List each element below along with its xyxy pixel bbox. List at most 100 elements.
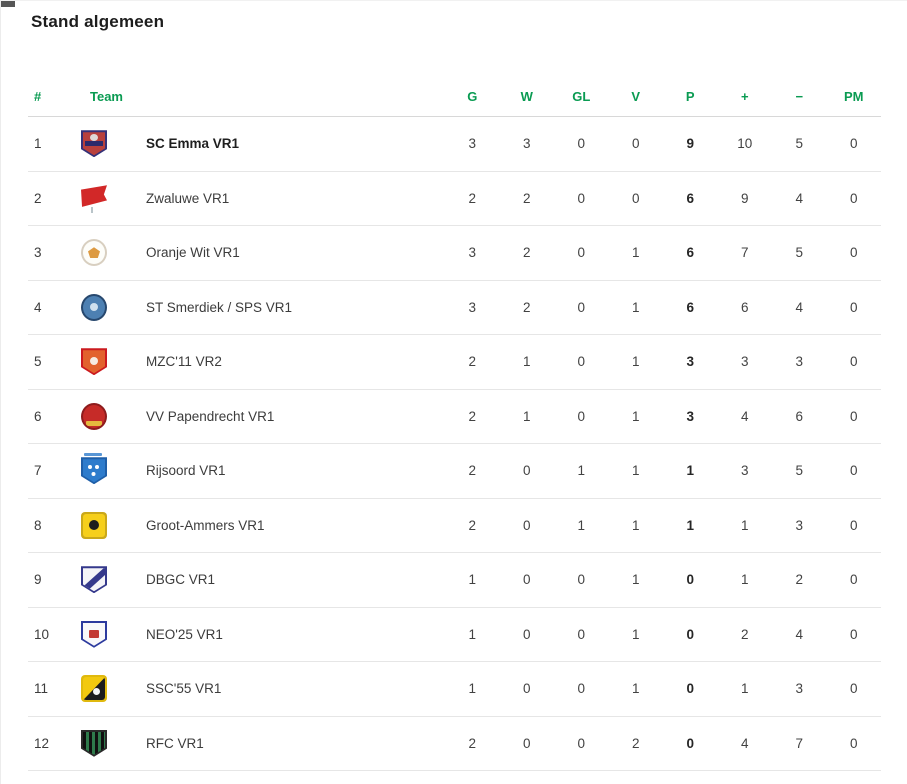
stat-g: 2 xyxy=(468,517,476,533)
column-header-plus: + xyxy=(740,89,749,104)
team-name[interactable]: MZC'11 VR2 xyxy=(146,354,222,370)
stat-minus: 4 xyxy=(795,299,803,315)
stat-plus: 1 xyxy=(740,681,749,697)
team-name[interactable]: RFC VR1 xyxy=(146,735,204,751)
club-badge-icon xyxy=(81,239,107,267)
stat-p: 3 xyxy=(686,354,694,370)
stat-w: 0 xyxy=(522,681,531,697)
team-logo xyxy=(80,729,136,757)
stat-g: 3 xyxy=(468,299,476,315)
position-cell: 9 xyxy=(34,572,42,588)
table-row[interactable]: 7 Rijsoord VR1 2 0 1 1 1 3 5 0 xyxy=(28,444,881,499)
team-name[interactable]: NEO'25 VR1 xyxy=(146,626,223,642)
team-logo xyxy=(80,239,136,267)
position-cell: 12 xyxy=(34,735,50,751)
position-cell: 4 xyxy=(34,299,42,315)
team-logo xyxy=(80,675,136,703)
stat-gl: 0 xyxy=(577,572,585,588)
position-cell: 5 xyxy=(34,354,42,370)
stat-pm: 0 xyxy=(849,572,858,588)
table-row[interactable]: 4 ST Smerdiek / SPS VR1 3 2 0 1 6 6 4 0 xyxy=(28,280,881,335)
column-header-g: G xyxy=(467,89,478,104)
stat-minus: 2 xyxy=(795,572,803,588)
stat-minus: 3 xyxy=(795,354,803,370)
stat-v: 0 xyxy=(631,190,640,206)
stat-p: 0 xyxy=(686,572,694,588)
team-name[interactable]: DBGC VR1 xyxy=(146,572,216,588)
team-name[interactable]: SC Emma VR1 xyxy=(146,136,240,152)
stat-p: 1 xyxy=(686,517,694,533)
stat-minus: 5 xyxy=(795,245,803,261)
stat-minus: 3 xyxy=(795,517,803,533)
table-row[interactable]: 11 SSC'55 VR1 1 0 0 1 0 1 3 0 xyxy=(28,662,881,717)
table-row[interactable]: 1 SC Emma VR1 3 3 0 0 9 10 5 0 xyxy=(28,117,881,172)
stat-g: 3 xyxy=(468,136,476,152)
position-cell: 8 xyxy=(34,517,42,533)
stat-v: 1 xyxy=(631,463,640,479)
stat-pm: 0 xyxy=(849,299,858,315)
stat-w: 0 xyxy=(522,463,531,479)
stat-pm: 0 xyxy=(849,354,858,370)
stat-minus: 4 xyxy=(795,190,803,206)
stat-gl: 1 xyxy=(577,463,585,479)
team-name[interactable]: Oranje Wit VR1 xyxy=(146,245,240,261)
stat-pm: 0 xyxy=(849,245,858,261)
stat-plus: 6 xyxy=(740,299,749,315)
stat-w: 1 xyxy=(522,354,531,370)
stat-p: 6 xyxy=(686,299,694,315)
stat-minus: 3 xyxy=(795,681,803,697)
stat-gl: 0 xyxy=(577,681,585,697)
table-row[interactable]: 6 VV Papendrecht VR1 2 1 0 1 3 4 6 0 xyxy=(28,389,881,444)
club-badge-icon xyxy=(81,620,107,648)
stat-plus: 3 xyxy=(740,463,749,479)
position-cell: 7 xyxy=(34,463,42,479)
stat-w: 2 xyxy=(522,245,531,261)
table-row[interactable]: 12 RFC VR1 2 0 0 2 0 4 7 0 xyxy=(28,716,881,771)
stat-w: 3 xyxy=(522,136,531,152)
team-name[interactable]: Zwaluwe VR1 xyxy=(146,190,230,206)
team-name[interactable]: Rijsoord VR1 xyxy=(146,463,226,479)
stat-pm: 0 xyxy=(849,626,858,642)
table-row[interactable]: 9 DBGC VR1 1 0 0 1 0 1 2 0 xyxy=(28,553,881,608)
stat-g: 1 xyxy=(468,572,476,588)
stat-pm: 0 xyxy=(849,517,858,533)
table-body: 1 SC Emma VR1 3 3 0 0 9 10 5 0 2 Zwaluwe… xyxy=(28,117,881,771)
stat-p: 1 xyxy=(686,463,694,479)
table-row[interactable]: 8 Groot-Ammers VR1 2 0 1 1 1 1 3 0 xyxy=(28,498,881,553)
stat-v: 1 xyxy=(631,626,640,642)
team-name[interactable]: VV Papendrecht VR1 xyxy=(146,408,275,424)
stat-pm: 0 xyxy=(849,681,858,697)
table-row[interactable]: 10 NEO'25 VR1 1 0 0 1 0 2 4 0 xyxy=(28,607,881,662)
stat-v: 1 xyxy=(631,408,640,424)
stat-pm: 0 xyxy=(849,735,858,751)
stat-plus: 9 xyxy=(740,190,749,206)
stat-minus: 5 xyxy=(795,463,803,479)
stat-gl: 0 xyxy=(577,408,585,424)
team-logo xyxy=(80,293,136,321)
team-logo xyxy=(80,620,136,648)
stat-plus: 2 xyxy=(740,626,749,642)
club-badge-icon xyxy=(81,675,107,703)
stat-gl: 0 xyxy=(577,626,585,642)
stat-gl: 0 xyxy=(577,136,585,152)
stat-v: 1 xyxy=(631,572,640,588)
stat-p: 0 xyxy=(686,626,694,642)
position-cell: 10 xyxy=(34,626,50,642)
stat-g: 1 xyxy=(468,626,476,642)
position-cell: 1 xyxy=(34,136,42,152)
team-name[interactable]: ST Smerdiek / SPS VR1 xyxy=(146,299,293,315)
column-header-gl: GL xyxy=(572,89,591,104)
table-row[interactable]: 2 Zwaluwe VR1 2 2 0 0 6 9 4 0 xyxy=(28,171,881,226)
stat-g: 3 xyxy=(468,245,476,261)
team-name[interactable]: Groot-Ammers VR1 xyxy=(146,517,265,533)
stat-p: 0 xyxy=(686,735,694,751)
stat-gl: 0 xyxy=(577,245,585,261)
column-header-team: Team xyxy=(90,89,123,104)
team-name[interactable]: SSC'55 VR1 xyxy=(146,681,222,697)
table-row[interactable]: 5 MZC'11 VR2 2 1 0 1 3 3 3 0 xyxy=(28,335,881,390)
stat-v: 1 xyxy=(631,245,640,261)
column-header-w: W xyxy=(520,89,533,104)
team-logo xyxy=(80,566,136,594)
stat-gl: 0 xyxy=(577,190,585,206)
table-row[interactable]: 3 Oranje Wit VR1 3 2 0 1 6 7 5 0 xyxy=(28,226,881,281)
